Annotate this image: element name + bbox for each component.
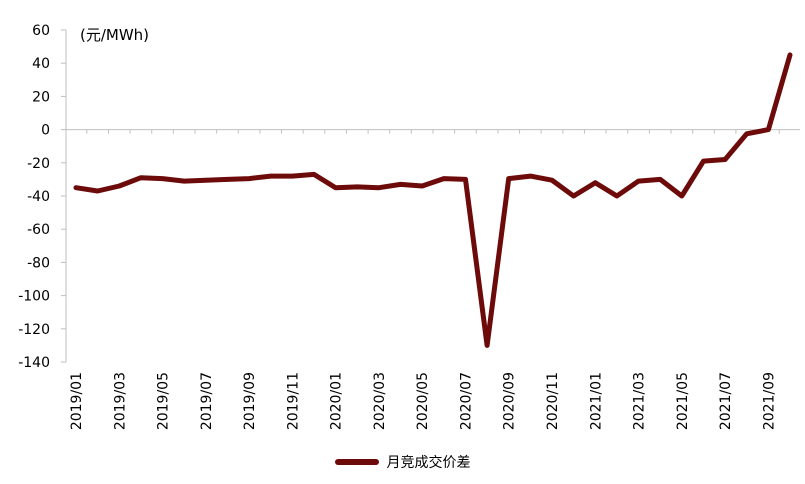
x-tick-label: 2020/09 (502, 372, 518, 430)
x-tick-label: 2021/01 (588, 372, 604, 430)
y-tick-label: 0 (41, 123, 50, 139)
x-tick-label: 2021/07 (718, 372, 734, 430)
data-point (680, 194, 684, 198)
data-point (615, 194, 619, 198)
data-point (399, 182, 403, 186)
data-point (312, 172, 316, 176)
y-tick-label: -80 (27, 255, 50, 271)
legend: 月竞成交价差 (0, 452, 805, 472)
data-point (723, 157, 727, 161)
legend-swatch (334, 459, 379, 465)
x-tick-label: 2020/01 (329, 372, 345, 430)
data-point (204, 178, 208, 182)
data-point (701, 159, 705, 163)
y-tick-label: -20 (27, 156, 50, 172)
y-tick-label: -120 (18, 322, 50, 338)
data-point (182, 179, 186, 183)
y-axis-unit-label: (元/MWh) (80, 26, 150, 44)
data-point (334, 186, 338, 190)
data-point (96, 189, 100, 193)
data-point (74, 186, 78, 190)
x-tick-label: 2021/09 (761, 372, 777, 430)
series-line (73, 52, 793, 348)
data-point (745, 132, 749, 136)
x-tick-label: 2020/03 (372, 372, 388, 430)
data-point (637, 179, 641, 183)
data-point (485, 343, 489, 347)
x-tick-label: 2019/07 (199, 372, 215, 430)
y-tick-label: -100 (18, 289, 50, 305)
y-tick-label: -140 (18, 355, 50, 371)
x-tick-label: 2021/03 (632, 372, 648, 430)
data-point (593, 181, 597, 185)
x-tick-label: 2019/11 (285, 372, 301, 430)
data-point (269, 174, 273, 178)
data-point (247, 177, 251, 181)
data-point (658, 177, 662, 181)
data-point (572, 194, 576, 198)
data-point (290, 174, 294, 178)
data-point (507, 177, 511, 181)
data-point (550, 178, 554, 182)
data-point (225, 177, 229, 181)
data-point (377, 186, 381, 190)
y-tick-label: 20 (32, 89, 50, 105)
x-tick-label: 2020/05 (415, 372, 431, 430)
y-tick-label: -40 (27, 189, 50, 205)
x-tick-label: 2019/01 (69, 372, 85, 430)
x-tick-label: 2020/07 (458, 372, 474, 430)
x-tick-label: 2019/03 (112, 372, 128, 430)
data-point (528, 174, 532, 178)
x-tick-label: 2021/05 (675, 372, 691, 430)
x-tick-label: 2020/11 (545, 372, 561, 430)
data-point (766, 128, 770, 132)
y-tick-label: 40 (32, 56, 50, 72)
y-tick-label: -60 (27, 222, 50, 238)
data-point (355, 185, 359, 189)
data-point (442, 177, 446, 181)
data-point (139, 176, 143, 180)
data-point (788, 53, 792, 57)
x-tick-label: 2019/09 (242, 372, 258, 430)
data-point (117, 184, 121, 188)
data-point (420, 184, 424, 188)
data-point (161, 177, 165, 181)
y-tick-label: 60 (32, 23, 50, 39)
data-point (463, 177, 467, 181)
x-tick-label: 2019/05 (156, 372, 172, 430)
legend-label: 月竞成交价差 (386, 455, 471, 471)
